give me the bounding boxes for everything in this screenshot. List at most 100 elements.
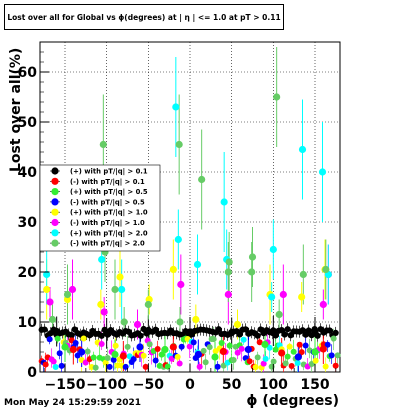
data-point (169, 343, 177, 351)
point-dense (176, 360, 183, 367)
point-dense (104, 355, 111, 362)
data-point (48, 315, 57, 324)
point-dense (146, 341, 153, 348)
x-tick-label: −150 (45, 377, 86, 393)
data-point (311, 328, 319, 336)
legend-label: (+) with pT/|q| > 0.1 (70, 168, 148, 177)
point-dense-black (98, 332, 105, 339)
legend-label: (-) with pT/|q| > 1.0 (70, 219, 145, 228)
x-tick-label: 50 (222, 377, 242, 393)
data-point (278, 349, 286, 357)
point-dense-black (332, 329, 339, 336)
point-dense (266, 344, 273, 351)
point-dense (334, 352, 341, 359)
axis-ticks: −150 −100 −50 0 50 100 150 0 10 20 30 40 50 60 (18, 51, 337, 393)
data-point (61, 343, 69, 351)
legend-marker (51, 239, 59, 247)
data-point (248, 268, 256, 276)
point-dense (312, 357, 319, 364)
point-dense (288, 362, 295, 369)
data-point (118, 285, 126, 294)
point-dense (328, 352, 335, 359)
point-dense (130, 356, 137, 363)
point-dense (164, 363, 171, 370)
point-dense (92, 364, 99, 371)
data-point (116, 273, 124, 281)
y-tick-label: 40 (18, 165, 38, 181)
data-point (298, 293, 306, 301)
data-point (175, 140, 183, 149)
point-dense (196, 363, 203, 370)
point-dense (82, 359, 89, 366)
legend: (+) with pT/|q| > 0.1(-) with pT/|q| > 0… (39, 164, 161, 252)
point-dense (262, 355, 269, 362)
data-point (169, 265, 177, 274)
point-dense (214, 363, 221, 370)
point-dense (124, 343, 131, 350)
point-dense (330, 335, 337, 342)
data-point (311, 348, 319, 356)
legend-marker (51, 167, 59, 175)
point-dense (186, 343, 193, 350)
point-dense (106, 363, 113, 370)
point-dense-black (254, 332, 261, 339)
legend-label: (+) with pT/|q| > 2.0 (70, 229, 148, 238)
data-point (211, 353, 219, 361)
data-point (63, 290, 72, 299)
data-point (220, 198, 228, 206)
data-point (269, 245, 277, 254)
point-dense (52, 364, 59, 371)
legend-marker (51, 229, 59, 237)
point-dense-black (284, 326, 291, 333)
y-tick-label: 60 (18, 65, 38, 81)
point-dense (50, 358, 57, 365)
point-dense (284, 353, 291, 360)
x-tick-label: 0 (185, 377, 195, 393)
data-point (120, 318, 128, 326)
data-point (268, 293, 276, 301)
legend-marker (51, 198, 59, 206)
legend-label: (+) with pT/|q| > 1.0 (70, 209, 148, 218)
data-point (174, 235, 182, 244)
point-dense-black (68, 332, 75, 339)
chart-title-text: Lost over all for Global vs ϕ(degrees) a… (7, 12, 281, 22)
data-point (219, 347, 227, 356)
data-point (97, 300, 105, 309)
data-point (53, 327, 61, 336)
data-point (261, 340, 269, 349)
x-tick-label: −100 (86, 377, 127, 393)
legend-marker (51, 208, 59, 216)
point-dense (46, 336, 53, 343)
data-point (69, 345, 77, 354)
data-point (269, 327, 277, 335)
point-dense (200, 347, 207, 354)
data-point (144, 326, 152, 335)
data-point (224, 268, 232, 276)
point-dense (256, 339, 263, 346)
data-point (111, 350, 119, 359)
point-dense (56, 350, 63, 357)
point-dense (90, 354, 97, 361)
point-dense-black (305, 327, 312, 334)
data-point (299, 270, 307, 279)
data-point (248, 253, 257, 261)
x-tick-label: −50 (133, 377, 164, 393)
point-dense (270, 358, 277, 365)
point-dense (308, 360, 315, 367)
point-dense (298, 349, 305, 356)
point-dense (178, 343, 185, 350)
point-dense (332, 362, 339, 369)
data-point (319, 300, 327, 309)
x-tick-label: 150 (300, 377, 329, 393)
point-dense (142, 363, 149, 370)
point-dense (158, 351, 165, 358)
data-point (161, 345, 169, 354)
point-dense (252, 364, 259, 371)
point-dense-black (236, 331, 243, 338)
legend-marker (51, 188, 59, 196)
point-dense (110, 356, 117, 363)
point-dense (322, 363, 329, 370)
point-dense (286, 343, 293, 350)
point-dense (260, 360, 267, 367)
